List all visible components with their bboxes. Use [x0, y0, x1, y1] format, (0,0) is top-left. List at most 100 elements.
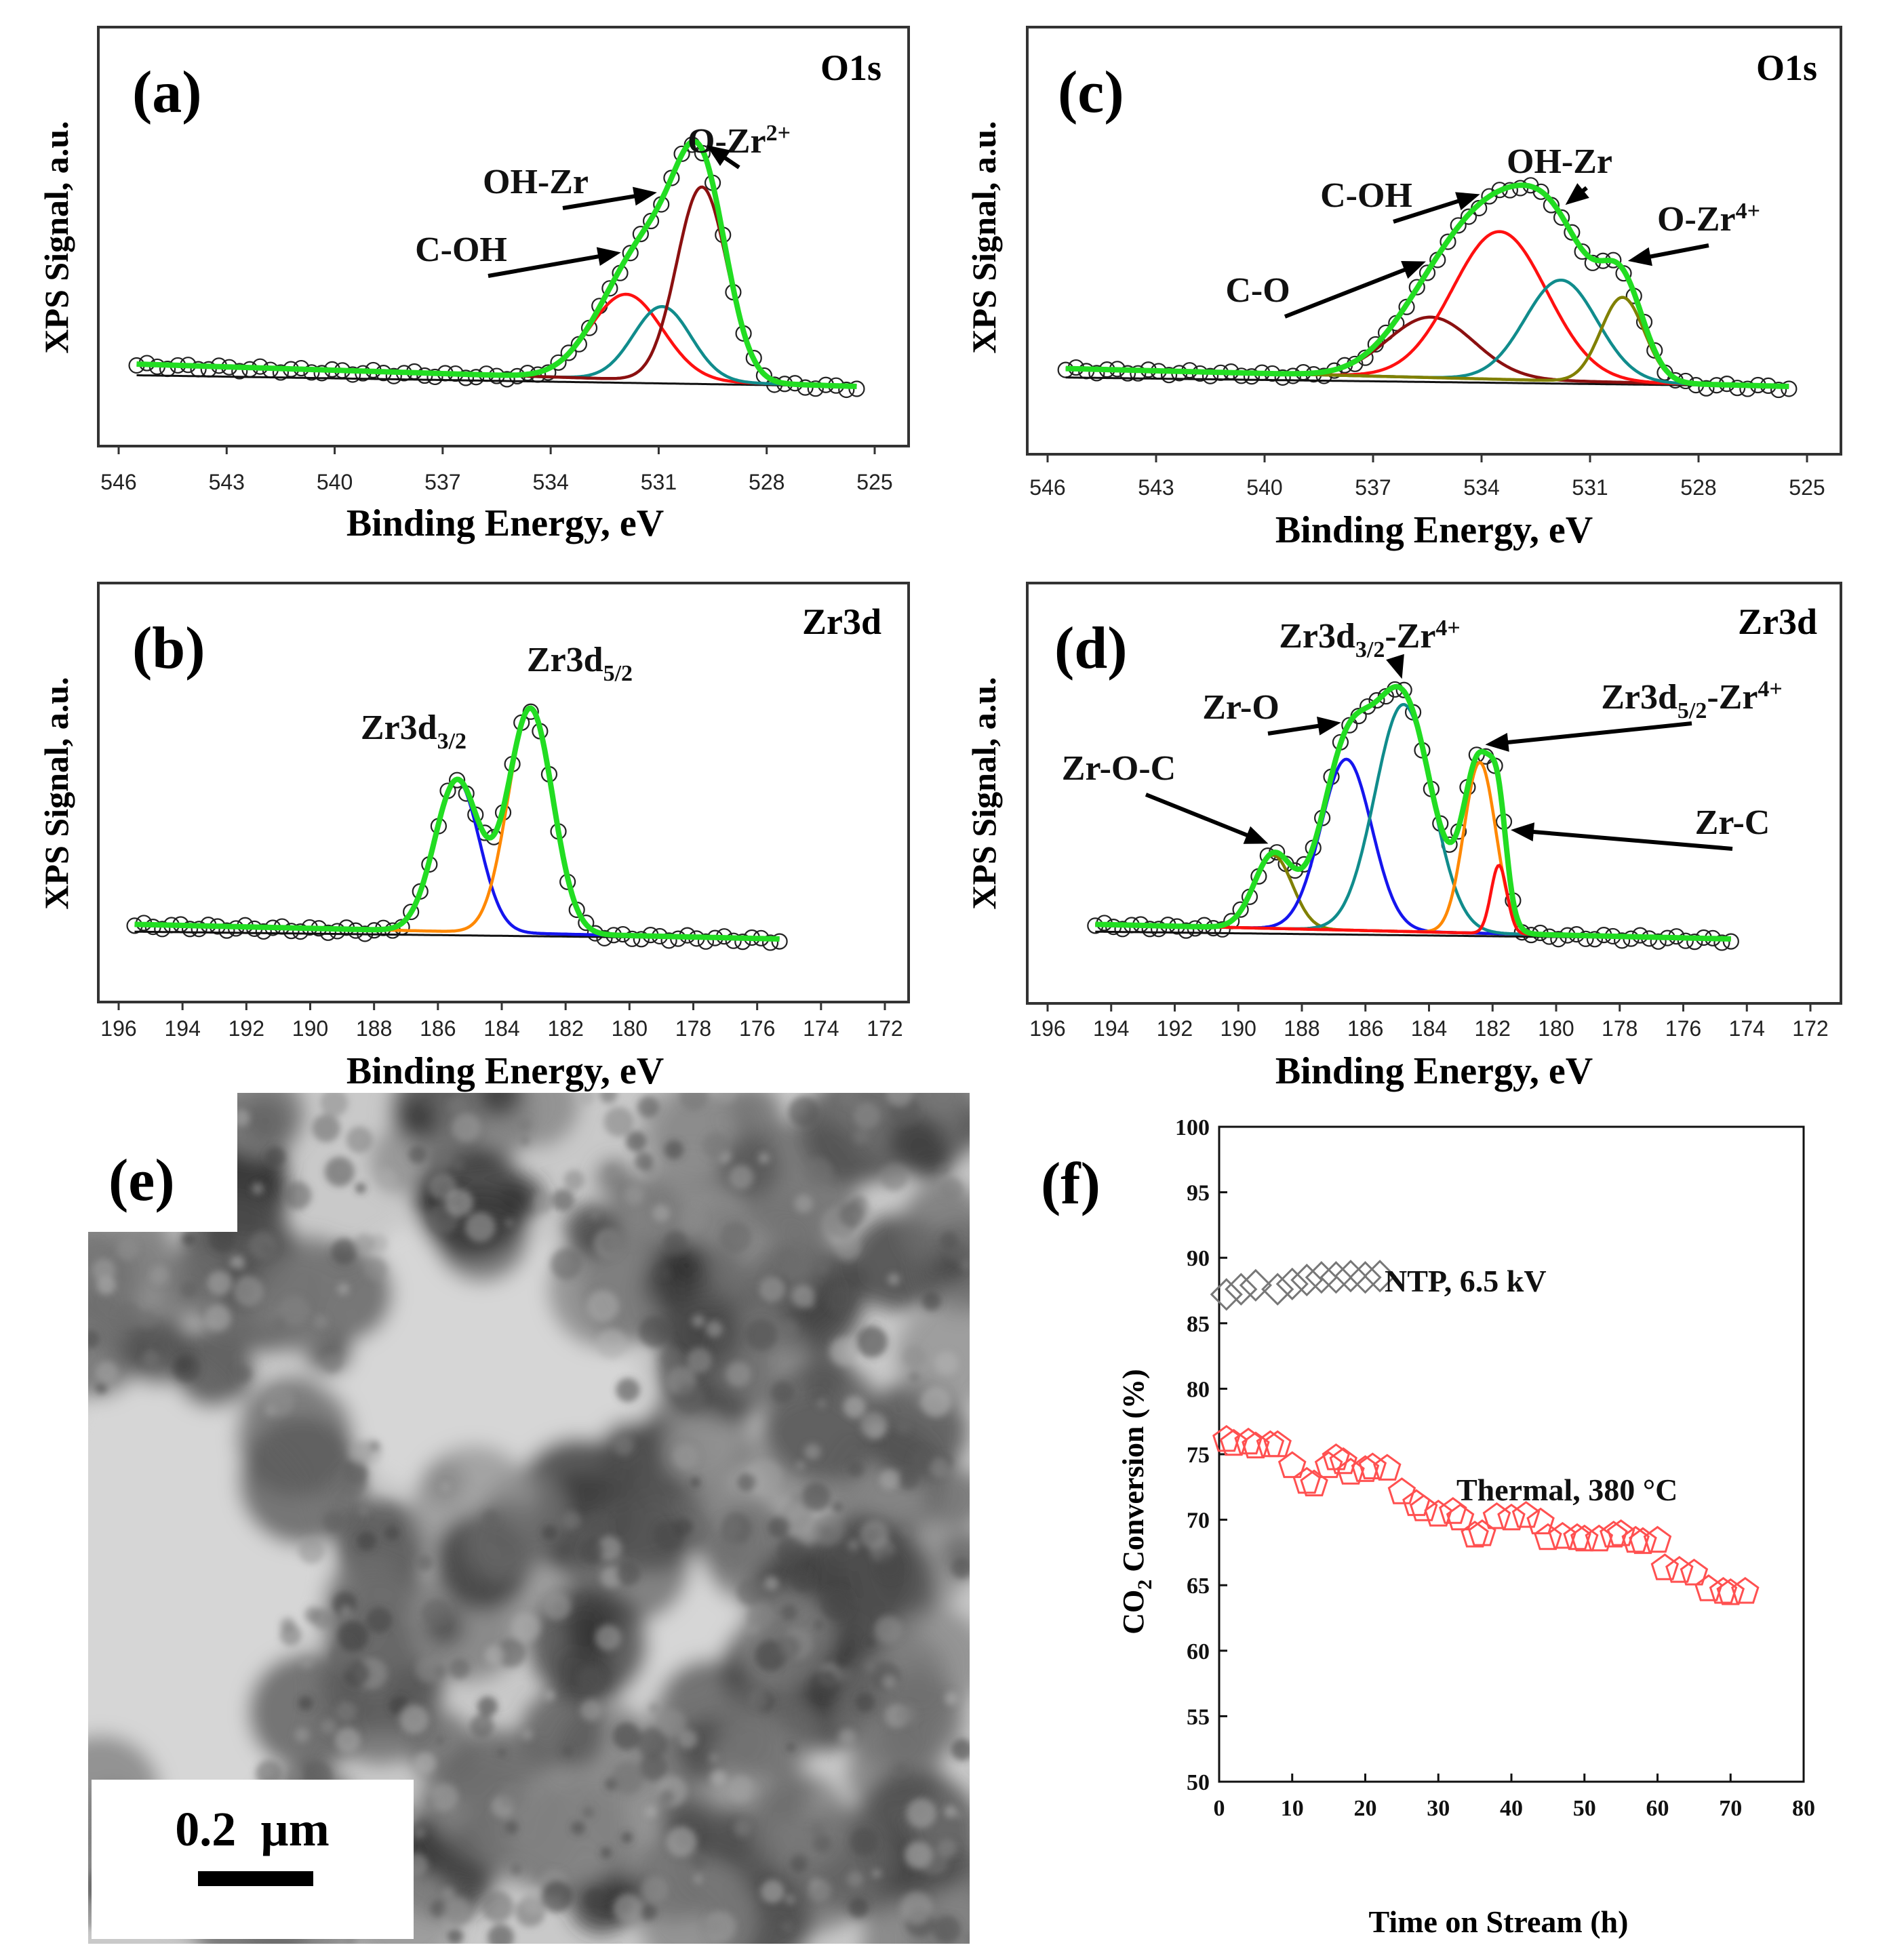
plot-frame [1026, 26, 1842, 456]
x-tick-label: 534 [532, 470, 568, 494]
data-point [697, 933, 715, 950]
annotation-arrowhead [1485, 733, 1509, 752]
data-point [550, 354, 567, 371]
data-point [426, 368, 443, 386]
data-point [596, 929, 613, 946]
data-point [448, 772, 466, 788]
data-point [1577, 930, 1594, 947]
ntp-point [1261, 1273, 1294, 1306]
thermal-point [1358, 1452, 1387, 1479]
thermal-point [1731, 1577, 1760, 1604]
x-tick-label: 534 [1463, 475, 1499, 500]
x-tick-label: 174 [1729, 1016, 1765, 1041]
data-point [283, 923, 300, 940]
x-tick-label: 40 [1500, 1796, 1523, 1821]
y-label-co: CO [1117, 1590, 1150, 1635]
annotation-arrowhead [1455, 192, 1480, 211]
spectrum-title: O1s [1756, 47, 1817, 88]
annotation-arrow [1267, 723, 1324, 736]
thermal-point [1439, 1497, 1467, 1524]
thermal-point [1650, 1553, 1680, 1580]
y-label-rest: Conversion (%) [1117, 1369, 1150, 1579]
thermal-point [1219, 1428, 1248, 1456]
axis-ticks: 0 10 20 30 40 50 60 70 80 50 55 60 65 70 75 80 85 90 95 100 [1175, 1115, 1815, 1821]
data-point [1130, 365, 1147, 382]
thermal-point [1263, 1430, 1292, 1458]
y-tick-label: 50 [1187, 1770, 1210, 1795]
thermal-point [1322, 1443, 1351, 1471]
y-tick-label: 75 [1187, 1443, 1210, 1468]
annotation-arrowhead [1510, 822, 1535, 841]
y-axis-label: XPS Signal, a.u. [965, 121, 1003, 353]
annotation-arrowhead [1317, 716, 1341, 736]
data-point [1418, 264, 1436, 281]
thermal-point [1548, 1521, 1577, 1549]
x-tick-label: 528 [1680, 475, 1716, 500]
peak-label: Zr3d3/2 [361, 708, 467, 754]
x-axis-label: Binding Energy, eV [346, 502, 664, 544]
thermal-point [1511, 1500, 1541, 1528]
data-point [1233, 367, 1250, 384]
data-point [1359, 698, 1376, 715]
spectrum-title: Zr3d [802, 601, 881, 642]
thermal-point [1314, 1451, 1343, 1479]
x-tick-label: 194 [1093, 1016, 1129, 1041]
data-point [1202, 367, 1219, 384]
x-tick-label: 178 [1602, 1016, 1638, 1041]
data-point [1460, 208, 1477, 225]
thermal-point [1534, 1523, 1562, 1551]
ntp-point [1363, 1260, 1397, 1293]
x-tick-label: 184 [1411, 1016, 1447, 1041]
panel-label: (d) [1054, 616, 1128, 681]
x-tick-label: 546 [1029, 475, 1065, 500]
x-tick-label: 525 [1789, 475, 1825, 500]
x-tick-label: 182 [1475, 1016, 1511, 1041]
peak-label: OH-Zr [1507, 142, 1612, 181]
data-point [761, 934, 779, 951]
spectrum-title: Zr3d [1738, 601, 1817, 642]
y-tick-label: 55 [1187, 1704, 1210, 1729]
annotation-arrow [488, 253, 604, 278]
y-tick-label: 100 [1175, 1115, 1210, 1140]
thermal-point [1570, 1524, 1599, 1552]
thermal-point [1606, 1519, 1635, 1546]
series-label-thermal: Thermal, 380 °C [1456, 1473, 1678, 1507]
data-point [1698, 380, 1715, 397]
x-axis-label: Binding Energy, eV [1275, 1050, 1593, 1092]
data-point [578, 915, 595, 932]
data-point [624, 930, 641, 947]
x-tick-label: 192 [229, 1016, 264, 1041]
data-point [1646, 342, 1663, 359]
data-point [1088, 365, 1105, 382]
x-tick-label: 20 [1354, 1796, 1377, 1821]
data-point [1232, 901, 1249, 918]
ntp-point [1275, 1267, 1309, 1300]
annotation-arrowhead [1627, 247, 1652, 266]
panel-label: (a) [132, 60, 202, 125]
x-tick-label: 180 [1538, 1016, 1574, 1041]
data-point [601, 280, 618, 297]
ntp-point [1225, 1273, 1258, 1306]
thermal-point [1424, 1500, 1453, 1527]
x-tick-labels: 546 543 540 537 534 531 528 525 [1029, 454, 1825, 500]
x-tick-label: 186 [1347, 1016, 1383, 1041]
thermal-point [1716, 1578, 1745, 1605]
data-point [154, 921, 171, 938]
x-tick-label: 196 [100, 1016, 136, 1041]
xps-o1s-panel-c: (c) O1s XPS Signal, a.u. Binding Energy,… [965, 26, 1842, 551]
x-tick-labels: 196 194 192 190 188 186 184 182 180 178 176 174 172 [100, 1002, 903, 1041]
data-point [1274, 369, 1291, 386]
baseline [136, 374, 857, 388]
series-label-ntp: NTP, 6.5 kV [1385, 1264, 1547, 1298]
data-point [1160, 367, 1178, 384]
annotation-arrow [1644, 243, 1709, 260]
annotation-arrowhead [1401, 261, 1426, 279]
peak-label: C-O [1225, 271, 1290, 310]
data-point [1440, 233, 1456, 250]
annotation-arrow [1284, 266, 1410, 319]
x-tick-label: 70 [1719, 1796, 1742, 1821]
data-point [292, 923, 309, 940]
thermal-point [1461, 1520, 1489, 1548]
data-point [255, 923, 272, 940]
